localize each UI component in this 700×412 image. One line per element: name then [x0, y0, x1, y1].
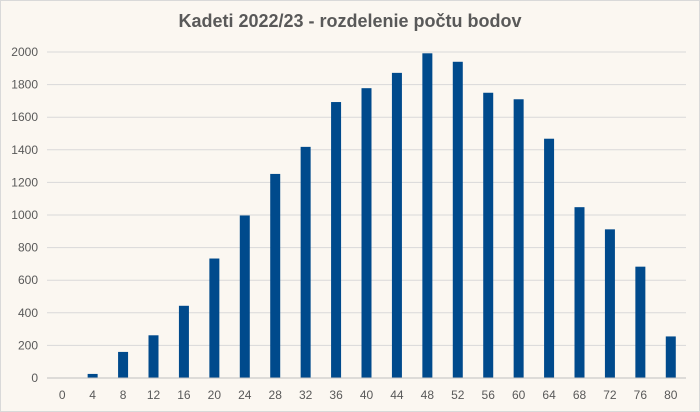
bar-56 [483, 92, 494, 378]
bar-36 [331, 102, 342, 378]
bar-48 [422, 53, 433, 378]
x-tick-label: 40 [360, 388, 374, 402]
bar-64 [544, 138, 555, 378]
bars [87, 53, 676, 379]
bar-80 [665, 336, 676, 378]
y-tick-label: 400 [18, 306, 38, 320]
x-tick-label: 0 [59, 388, 66, 402]
x-tick-label: 28 [269, 388, 283, 402]
x-tick-label: 68 [573, 388, 587, 402]
x-tick-label: 44 [390, 388, 404, 402]
bar-40 [361, 88, 372, 378]
bar-76 [635, 266, 646, 378]
x-tick-label: 36 [329, 388, 343, 402]
x-tick-label: 8 [120, 388, 127, 402]
y-tick-label: 1400 [11, 143, 38, 157]
bar-28 [270, 173, 281, 378]
bar-32 [300, 146, 311, 378]
x-tick-label: 32 [299, 388, 313, 402]
x-tick-label: 52 [451, 388, 465, 402]
y-tick-label: 600 [18, 273, 38, 287]
x-tick-label: 56 [482, 388, 496, 402]
bar-68 [574, 207, 585, 378]
x-tick-label: 20 [208, 388, 222, 402]
y-tick-label: 1800 [11, 78, 38, 92]
bar-16 [178, 305, 189, 378]
bar-24 [239, 215, 250, 378]
bar-4 [87, 373, 98, 378]
x-tick-label: 64 [542, 388, 556, 402]
y-tick-label: 0 [31, 371, 38, 385]
x-tick-label: 16 [177, 388, 191, 402]
bar-8 [118, 351, 129, 378]
bar-20 [209, 258, 220, 378]
y-tick-label: 1600 [11, 110, 38, 124]
x-tick-label: 4 [89, 388, 96, 402]
x-tick-label: 72 [603, 388, 617, 402]
bar-52 [452, 61, 463, 378]
bar-12 [148, 335, 159, 378]
x-tick-label: 80 [664, 388, 678, 402]
y-tick-label: 200 [18, 338, 38, 352]
y-tick-label: 1200 [11, 175, 38, 189]
x-tick-label: 24 [238, 388, 252, 402]
chart-title: Kadeti 2022/23 - rozdelenie počtu bodov [178, 11, 522, 31]
bar-72 [604, 229, 615, 378]
x-tick-label: 76 [634, 388, 648, 402]
x-tick-label: 12 [147, 388, 161, 402]
bar-44 [391, 72, 402, 378]
y-tick-label: 1000 [11, 208, 38, 222]
y-tick-label: 2000 [11, 45, 38, 59]
y-axis-tick-labels: 0 200 400 600 800 1000 1200 1400 1600 1800 2000 [11, 45, 38, 385]
y-tick-label: 800 [18, 241, 38, 255]
x-tick-label: 60 [512, 388, 526, 402]
bar-60 [513, 99, 524, 379]
x-axis-tick-labels: 0 4 8 12 16 20 24 28 32 36 40 44 48 52 56 60 64 68 72 76 80 [59, 388, 678, 402]
x-tick-label: 48 [421, 388, 435, 402]
